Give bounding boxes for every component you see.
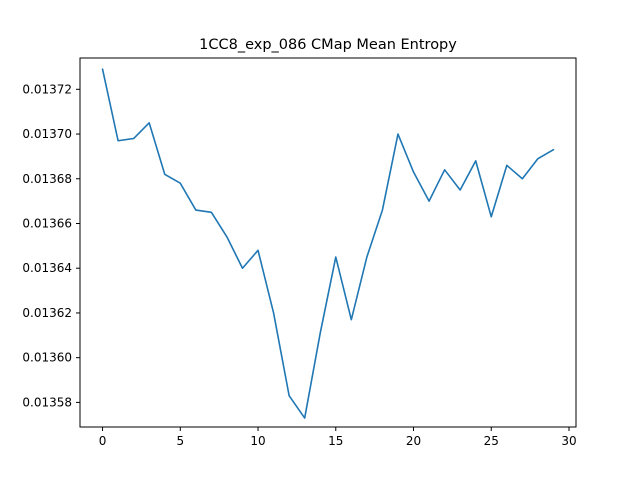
y-axis: 0.01358 0.01360 0.01362 0.01364 0.01366 0.013… (22, 82, 80, 409)
y-tick-label: 0.01372 (22, 82, 72, 96)
chart-title: 1CC8_exp_086 CMap Mean Entropy (199, 37, 457, 53)
y-tick-label: 0.01360 (22, 351, 72, 365)
x-tick-label: 10 (250, 434, 265, 448)
y-tick-label: 0.01370 (22, 127, 72, 141)
y-tick-label: 0.01366 (22, 216, 72, 230)
y-tick-label: 0.01364 (22, 261, 72, 275)
plot-area (101, 68, 555, 419)
y-tick-label: 0.01368 (22, 172, 72, 186)
x-axis: 0 5 10 15 20 25 30 (99, 427, 577, 448)
y-tick-label: 0.01362 (22, 306, 72, 320)
x-tick-label: 15 (328, 434, 343, 448)
x-tick-label: 5 (176, 434, 184, 448)
x-tick-label: 25 (484, 434, 499, 448)
y-tick-label: 0.01358 (22, 395, 72, 409)
x-tick-label: 30 (561, 434, 576, 448)
x-tick-label: 0 (99, 434, 107, 448)
axes-frame (79, 57, 577, 428)
series-line (101, 68, 555, 419)
x-tick-label: 20 (406, 434, 421, 448)
